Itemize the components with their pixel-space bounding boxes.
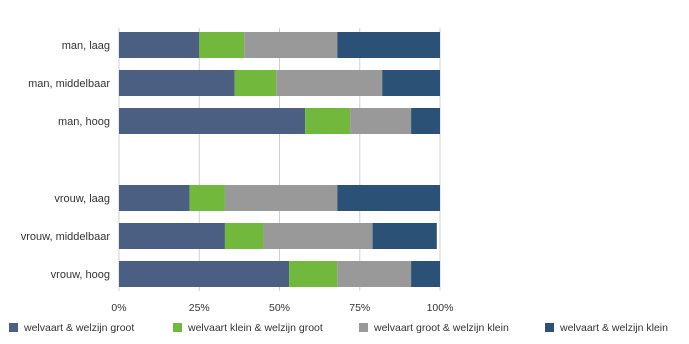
- grid-lines: [118, 28, 441, 291]
- legend-label: welvaart groot & welzijn klein: [373, 322, 509, 334]
- bar-segment-2-0: [119, 108, 306, 134]
- bar-segment-4-3: [337, 185, 440, 211]
- x-tick-labels: 0% 25% 50% 75% 100%: [111, 302, 453, 314]
- category-labels: man, laag man, middelbaar man, hoog vrouw, …: [21, 40, 111, 281]
- category-label: vrouw, laag: [54, 193, 110, 205]
- bar-segment-5-0: [119, 223, 225, 249]
- bar-segment-0-0: [119, 32, 200, 58]
- bar-segment-1-1: [234, 70, 277, 96]
- legend-label: welvaart klein & welzijn groot: [187, 322, 323, 334]
- bar-segment-6-1: [289, 261, 338, 287]
- bar-segment-1-0: [119, 70, 235, 96]
- x-tick-label: 50%: [269, 302, 290, 314]
- bar-segment-5-3: [372, 223, 437, 249]
- bar-segment-1-3: [382, 70, 440, 96]
- bar-segment-0-2: [244, 32, 338, 58]
- bar-segment-5-1: [224, 223, 264, 249]
- bar-segment-2-3: [411, 108, 440, 134]
- bar-segment-6-0: [119, 261, 290, 287]
- bar-segment-5-2: [263, 223, 373, 249]
- bar-segment-2-1: [305, 108, 351, 134]
- legend-label: welvaart & welzijn groot: [23, 322, 134, 334]
- x-tick-label: 75%: [349, 302, 370, 314]
- x-tick-label: 0%: [111, 302, 126, 314]
- legend-swatch: [545, 323, 554, 332]
- x-tick-label: 25%: [189, 302, 210, 314]
- legend-swatch: [173, 323, 182, 332]
- category-label: man, middelbaar: [28, 78, 110, 90]
- x-tick-label: 100%: [427, 302, 454, 314]
- bar-segment-0-3: [337, 32, 440, 58]
- bar-segment-6-3: [411, 261, 440, 287]
- category-label: man, laag: [62, 40, 110, 52]
- category-label: man, hoog: [58, 116, 110, 128]
- bar-segment-0-1: [199, 32, 245, 58]
- bar-segment-4-2: [224, 185, 338, 211]
- legend-label: welvaart & welzijn klein: [559, 322, 668, 334]
- bar-segment-1-2: [276, 70, 383, 96]
- bar-segment-4-1: [189, 185, 225, 211]
- legend-swatch: [9, 323, 18, 332]
- category-label: vrouw, middelbaar: [21, 231, 111, 243]
- legend: welvaart & welzijn groot welvaart klein &…: [9, 322, 668, 334]
- legend-swatch: [359, 323, 368, 332]
- category-label: vrouw, hoog: [51, 269, 110, 281]
- bar-segment-4-0: [119, 185, 190, 211]
- bars: [119, 32, 440, 287]
- bar-segment-6-2: [337, 261, 412, 287]
- bar-segment-2-2: [350, 108, 412, 134]
